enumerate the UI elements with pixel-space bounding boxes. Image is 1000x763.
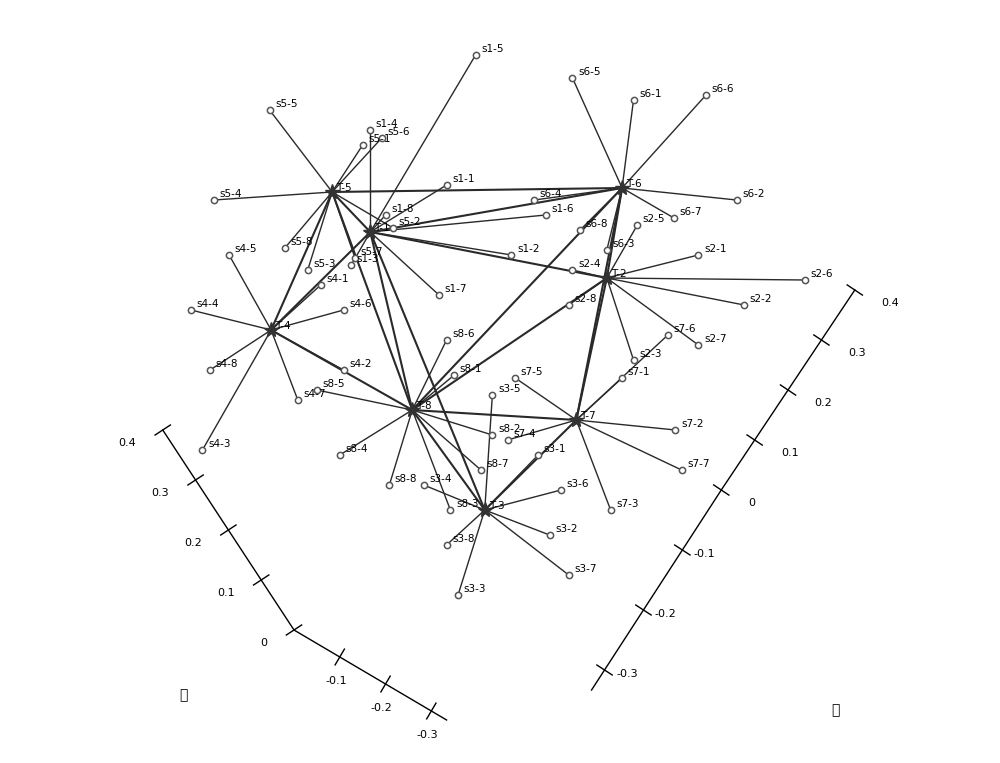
Text: s1-8: s1-8 (391, 204, 414, 214)
Text: s3-8: s3-8 (452, 534, 475, 544)
Text: 0.1: 0.1 (217, 588, 234, 597)
Text: T-2: T-2 (611, 269, 627, 278)
Text: s7-3: s7-3 (616, 499, 639, 509)
Text: s4-5: s4-5 (235, 244, 257, 254)
Text: s5-8: s5-8 (290, 237, 313, 247)
Text: s7-2: s7-2 (681, 419, 704, 430)
Text: s5-2: s5-2 (399, 217, 421, 227)
Text: s2-4: s2-4 (578, 259, 601, 269)
Text: 0.4: 0.4 (881, 298, 899, 307)
Text: s3-4: s3-4 (429, 475, 452, 485)
Text: s1-4: s1-4 (376, 119, 398, 129)
Text: T-6: T-6 (626, 179, 642, 188)
Text: 0: 0 (260, 638, 267, 648)
Text: s2-3: s2-3 (639, 349, 662, 359)
Text: s3-7: s3-7 (574, 564, 597, 575)
Text: s8-4: s8-4 (345, 444, 368, 454)
Text: s2-7: s2-7 (704, 334, 726, 344)
Text: 0: 0 (748, 497, 755, 507)
Text: -0.3: -0.3 (417, 730, 438, 740)
Text: s6-8: s6-8 (586, 219, 608, 229)
Text: 0.1: 0.1 (781, 448, 799, 458)
Text: s5-4: s5-4 (219, 189, 242, 199)
Text: s1-6: s1-6 (551, 204, 574, 214)
Text: s5-7: s5-7 (361, 247, 383, 257)
Text: s4-6: s4-6 (349, 299, 372, 309)
Text: 0.2: 0.2 (184, 538, 202, 548)
Text: s4-2: s4-2 (349, 359, 372, 369)
Text: s1-7: s1-7 (445, 285, 467, 295)
Text: s8-6: s8-6 (452, 329, 475, 340)
Text: s6-6: s6-6 (712, 84, 734, 94)
Text: s6-4: s6-4 (540, 189, 562, 199)
Text: s3-2: s3-2 (555, 524, 578, 534)
Text: s6-5: s6-5 (578, 67, 601, 77)
Text: s5-6: s5-6 (387, 127, 410, 137)
Text: s3-3: s3-3 (464, 584, 486, 594)
Text: -0.2: -0.2 (371, 703, 393, 713)
Text: s3-5: s3-5 (498, 385, 520, 394)
Text: T-4: T-4 (275, 320, 291, 330)
Text: s8-8: s8-8 (395, 475, 417, 485)
Text: T-8: T-8 (416, 401, 432, 410)
Text: 0.3: 0.3 (848, 348, 866, 358)
Text: s1-1: s1-1 (452, 174, 475, 184)
Text: s5-5: s5-5 (275, 99, 298, 109)
Text: s2-8: s2-8 (574, 295, 597, 304)
Text: s8-3: s8-3 (456, 499, 478, 509)
Text: s7-1: s7-1 (628, 367, 650, 377)
Text: 0.4: 0.4 (118, 437, 136, 448)
Text: -0.1: -0.1 (694, 549, 715, 559)
Text: s6-2: s6-2 (742, 189, 765, 199)
Text: s7-5: s7-5 (521, 367, 543, 377)
Text: s2-6: s2-6 (811, 269, 833, 279)
Text: s7-7: s7-7 (687, 459, 710, 469)
Text: s1-5: s1-5 (481, 44, 504, 54)
Text: s1-3: s1-3 (357, 254, 379, 264)
Text: -0.1: -0.1 (325, 676, 347, 686)
Text: s8-2: s8-2 (498, 424, 520, 434)
Text: s5-1: s5-1 (368, 134, 391, 144)
Text: -0.2: -0.2 (655, 609, 677, 619)
Text: 米: 米 (832, 703, 840, 717)
Text: s3-6: s3-6 (567, 479, 589, 489)
Text: -0.3: -0.3 (616, 669, 638, 679)
Text: s7-6: s7-6 (673, 324, 696, 334)
Text: s3-1: s3-1 (544, 444, 566, 454)
Text: T-5: T-5 (336, 182, 352, 192)
Text: s8-7: s8-7 (486, 459, 509, 469)
Text: T-7: T-7 (580, 410, 596, 420)
Text: 0.3: 0.3 (151, 488, 169, 497)
Text: s4-4: s4-4 (197, 299, 219, 309)
Text: s4-3: s4-3 (208, 439, 230, 449)
Text: s4-8: s4-8 (216, 359, 238, 369)
Text: s4-1: s4-1 (326, 274, 349, 285)
Text: s1-2: s1-2 (517, 244, 540, 254)
Text: s6-3: s6-3 (612, 240, 635, 250)
Text: s2-5: s2-5 (643, 214, 665, 224)
Text: s6-1: s6-1 (639, 89, 662, 99)
Text: s4-7: s4-7 (303, 389, 326, 399)
Text: s7-4: s7-4 (513, 430, 536, 439)
Text: s2-1: s2-1 (704, 244, 726, 254)
Text: s5-3: s5-3 (313, 259, 336, 269)
Text: 米: 米 (179, 688, 188, 702)
Text: T-3: T-3 (489, 501, 505, 510)
Text: s8-1: s8-1 (460, 364, 482, 374)
Text: s2-2: s2-2 (750, 295, 772, 304)
Text: s6-7: s6-7 (680, 208, 702, 217)
Text: T-1: T-1 (374, 223, 390, 233)
Text: s8-5: s8-5 (322, 379, 345, 389)
Text: 0.2: 0.2 (815, 398, 832, 407)
